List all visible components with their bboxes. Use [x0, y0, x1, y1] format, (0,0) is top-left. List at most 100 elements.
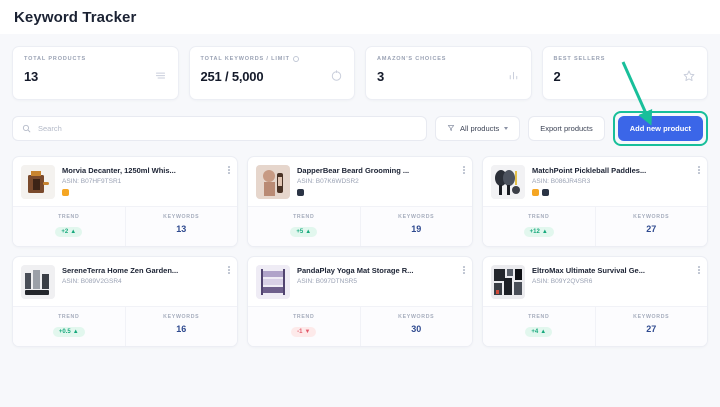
- search-box[interactable]: [12, 116, 428, 141]
- trend-value: +0.5: [58, 329, 71, 335]
- bar-chart-icon: [507, 69, 520, 82]
- product-card[interactable]: Morvia Decanter, 1250ml Whis... ASIN: B0…: [12, 156, 238, 247]
- product-menu-icon[interactable]: [228, 266, 230, 274]
- product-keywords-stat: KEYWORDS 19: [359, 207, 473, 246]
- product-stats: TREND +0.5 ▲ KEYWORDS 16: [13, 306, 237, 346]
- product-stats: TREND +4 ▲ KEYWORDS 27: [483, 306, 707, 346]
- product-card[interactable]: PandaPlay Yoga Mat Storage R... ASIN: B0…: [247, 256, 473, 347]
- trend-value: +4: [531, 329, 539, 335]
- product-header: PandaPlay Yoga Mat Storage R... ASIN: B0…: [248, 257, 472, 306]
- stat-value: 2: [553, 69, 561, 84]
- product-card[interactable]: SereneTerra Home Zen Garden... ASIN: B08…: [12, 256, 238, 347]
- product-menu-icon[interactable]: [228, 166, 230, 174]
- trend-value: +5: [296, 229, 304, 235]
- product-asin-value: B097DTNSR5: [315, 278, 357, 285]
- search-icon: [22, 120, 31, 138]
- keywords-label: KEYWORDS: [398, 314, 435, 320]
- product-menu-icon[interactable]: [463, 166, 465, 174]
- keywords-value: 27: [646, 324, 657, 334]
- export-products-button[interactable]: Export products: [528, 116, 605, 141]
- info-icon[interactable]: [292, 56, 299, 62]
- product-asin: ASIN: B07HF9TSR1: [62, 178, 229, 185]
- product-keywords-stat: KEYWORDS 16: [124, 307, 238, 346]
- stat-value: 251 / 5,000: [200, 69, 264, 84]
- product-keywords-stat: KEYWORDS 27: [594, 207, 708, 246]
- trend-down-arrow-icon: ▼: [304, 329, 311, 335]
- best-seller-badge-icon: [542, 189, 549, 196]
- product-trend-stat: TREND +5 ▲: [248, 207, 360, 246]
- toolbar: All products Export products Add new pro…: [12, 111, 708, 146]
- trend-label: TREND: [58, 314, 80, 320]
- amazons-choice-badge-icon: [532, 189, 539, 196]
- trend-value: -1: [297, 329, 303, 335]
- product-thumbnail: [491, 165, 525, 199]
- product-asin-label: ASIN:: [297, 278, 314, 285]
- product-header: Morvia Decanter, 1250ml Whis... ASIN: B0…: [13, 157, 237, 206]
- stat-label-text: TOTAL KEYWORDS / LIMIT: [200, 56, 290, 62]
- stat-card-total-keywords: TOTAL KEYWORDS / LIMIT 251 / 5,000: [188, 46, 355, 100]
- stat-label: TOTAL PRODUCTS: [24, 56, 167, 62]
- trend-up-arrow-icon: ▲: [70, 229, 77, 235]
- product-stats: TREND +2 ▲ KEYWORDS 13: [13, 206, 237, 246]
- amazons-choice-badge-icon: [62, 189, 69, 196]
- stat-card-total-products: TOTAL PRODUCTS 13: [12, 46, 179, 100]
- product-stats: TREND +5 ▲ KEYWORDS 19: [248, 206, 472, 246]
- stat-value: 13: [24, 69, 39, 84]
- trend-value: +12: [529, 229, 540, 235]
- product-card[interactable]: MatchPoint Pickleball Paddles... ASIN: B…: [482, 156, 708, 247]
- chevron-down-icon: [504, 127, 509, 130]
- trend-label: TREND: [293, 214, 315, 220]
- add-new-product-button[interactable]: Add new product: [617, 116, 703, 141]
- trend-up-arrow-icon: ▲: [72, 329, 79, 335]
- product-meta: PandaPlay Yoga Mat Storage R... ASIN: B0…: [297, 265, 464, 299]
- stat-label: BEST SELLERS: [554, 56, 697, 62]
- product-thumbnail: [256, 265, 290, 299]
- product-asin: ASIN: B07K6WDSR2: [297, 178, 464, 185]
- product-thumbnail: [21, 165, 55, 199]
- keywords-label: KEYWORDS: [163, 314, 200, 320]
- gauge-icon: [330, 69, 343, 82]
- product-asin-value: B089V2GSR4: [80, 278, 122, 285]
- product-asin-label: ASIN:: [62, 178, 79, 185]
- stat-label-text: TOTAL PRODUCTS: [24, 56, 87, 62]
- stat-label-text: BEST SELLERS: [553, 56, 606, 62]
- stat-label: AMAZON'S CHOICES: [377, 56, 520, 62]
- trend-badge: +4 ▲: [525, 327, 553, 337]
- trend-value: +2: [61, 229, 69, 235]
- product-trend-stat: TREND -1 ▼: [248, 307, 360, 346]
- trend-badge: +2 ▲: [55, 227, 83, 237]
- product-menu-icon[interactable]: [698, 266, 700, 274]
- product-menu-icon[interactable]: [698, 166, 700, 174]
- product-keywords-stat: KEYWORDS 27: [594, 307, 708, 346]
- product-keywords-stat: KEYWORDS 30: [359, 307, 473, 346]
- product-asin-value: B07K6WDSR2: [315, 178, 359, 185]
- product-meta: MatchPoint Pickleball Paddles... ASIN: B…: [532, 165, 699, 199]
- search-input[interactable]: [38, 124, 418, 133]
- trend-up-arrow-icon: ▲: [305, 229, 312, 235]
- product-asin: ASIN: B097DTNSR5: [297, 278, 464, 285]
- product-asin-value: B07HF9TSR1: [80, 178, 122, 185]
- keywords-label: KEYWORDS: [633, 214, 670, 220]
- filter-all-products-dropdown[interactable]: All products: [435, 116, 521, 141]
- trend-label: TREND: [528, 214, 550, 220]
- product-card[interactable]: DapperBear Beard Grooming ... ASIN: B07K…: [247, 156, 473, 247]
- product-trend-stat: TREND +12 ▲: [483, 207, 595, 246]
- product-badges: [532, 189, 699, 196]
- keywords-label: KEYWORDS: [398, 214, 435, 220]
- product-card[interactable]: EltroMax Ultimate Survival Ge... ASIN: B…: [482, 256, 708, 347]
- stat-value: 3: [377, 69, 385, 84]
- keywords-label: KEYWORDS: [633, 314, 670, 320]
- product-keywords-stat: KEYWORDS 13: [124, 207, 238, 246]
- product-asin: ASIN: B086JR4SR3: [532, 178, 699, 185]
- product-thumbnail: [491, 265, 525, 299]
- trend-label: TREND: [293, 314, 315, 320]
- stat-label: TOTAL KEYWORDS / LIMIT: [201, 56, 344, 62]
- best-seller-badge-icon: [297, 189, 304, 196]
- product-menu-icon[interactable]: [463, 266, 465, 274]
- product-asin-label: ASIN:: [297, 178, 314, 185]
- filter-icon: [447, 124, 455, 134]
- product-trend-stat: TREND +4 ▲: [483, 307, 595, 346]
- product-asin-label: ASIN:: [532, 178, 549, 185]
- trend-label: TREND: [58, 214, 80, 220]
- product-grid: Morvia Decanter, 1250ml Whis... ASIN: B0…: [12, 156, 708, 347]
